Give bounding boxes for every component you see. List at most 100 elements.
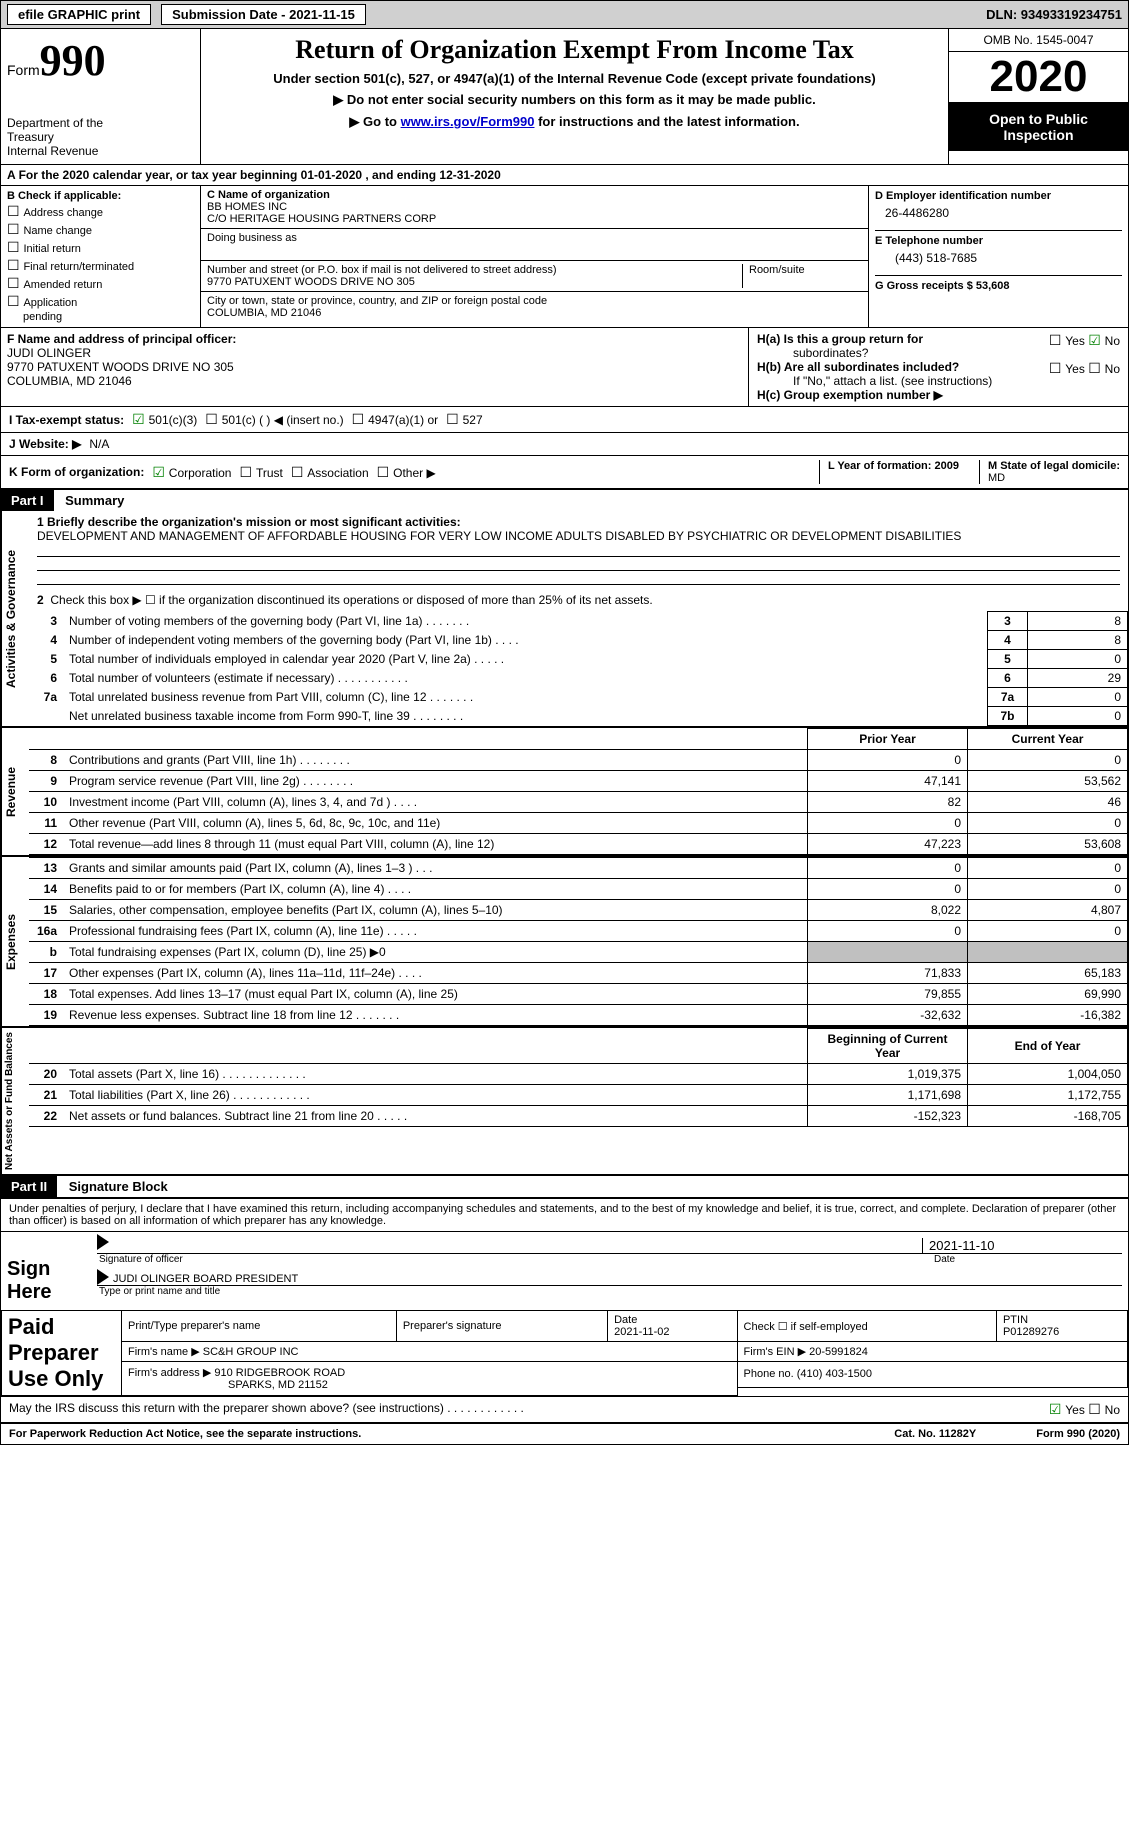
row-num: 19 [29, 1005, 63, 1026]
d-label: D Employer identification number [875, 190, 1122, 202]
prior-val: 0 [808, 813, 968, 834]
row-val: 8 [1028, 612, 1128, 631]
chk-corporation[interactable]: Corporation [152, 464, 231, 481]
chk-trust[interactable]: Trust [239, 464, 282, 481]
chk-other[interactable]: Other ▶ [377, 464, 436, 481]
footer-left: For Paperwork Reduction Act Notice, see … [9, 1428, 361, 1440]
row-text: Revenue less expenses. Subtract line 18 … [63, 1005, 808, 1026]
officer-addr1: 9770 PATUXENT WOODS DRIVE NO 305 [7, 360, 234, 374]
sign-here-label: Sign Here [7, 1238, 87, 1304]
prior-val: 1,019,375 [808, 1064, 968, 1085]
tab-netassets: Net Assets or Fund Balances [1, 1028, 29, 1174]
street-address: 9770 PATUXENT WOODS DRIVE NO 305 [207, 276, 415, 288]
ptin-label: PTIN [1003, 1314, 1028, 1326]
prior-val: 0 [808, 921, 968, 942]
row-text: Total revenue—add lines 8 through 11 (mu… [63, 834, 808, 855]
officer-printed: JUDI OLINGER BOARD PRESIDENT [109, 1273, 1122, 1285]
row-box: 7b [988, 707, 1028, 726]
chk-address-change[interactable]: Address change [7, 203, 194, 220]
chk-final-return[interactable]: Final return/terminated [7, 257, 194, 274]
row-text: Other revenue (Part VIII, column (A), li… [63, 813, 808, 834]
self-employed-check[interactable]: Check ☐ if self-employed [737, 1311, 996, 1342]
row-num: 14 [29, 879, 63, 900]
row-num: 7a [29, 688, 63, 707]
city-state-zip: COLUMBIA, MD 21046 [207, 307, 321, 319]
chk-association[interactable]: Association [291, 464, 369, 481]
hb-no[interactable]: No [1088, 362, 1120, 376]
netassets-table: Beginning of Current Year End of Year20 … [29, 1028, 1128, 1127]
row-num: 16a [29, 921, 63, 942]
row-text: Total expenses. Add lines 13–17 (must eq… [63, 984, 808, 1005]
chk-application-pending[interactable]: Application [7, 293, 194, 310]
preparer-sig-label: Preparer's signature [396, 1311, 607, 1342]
line1-label: 1 Briefly describe the organization's mi… [37, 515, 1120, 529]
declaration-text: Under penalties of perjury, I declare th… [1, 1197, 1128, 1231]
m-label: M State of legal domicile: [988, 460, 1120, 472]
chk-amended-return[interactable]: Amended return [7, 275, 194, 292]
form-note2: ▶ Go to www.irs.gov/Form990 for instruct… [207, 114, 942, 130]
form-subtitle: Under section 501(c), 527, or 4947(a)(1)… [207, 71, 942, 86]
ha-yes[interactable]: Yes [1049, 334, 1085, 348]
section-h: H(a) Is this a group return for Yes No s… [748, 328, 1128, 406]
website-value: N/A [89, 437, 109, 451]
col-header: End of Year [968, 1029, 1128, 1064]
row-val: 0 [1028, 650, 1128, 669]
dept-line1: Department of the [7, 116, 194, 130]
prior-val: 47,223 [808, 834, 968, 855]
prior-val [808, 942, 968, 963]
form-number: 990 [40, 36, 106, 85]
efile-print-button[interactable]: efile GRAPHIC print [7, 4, 151, 25]
expenses-table: 13 Grants and similar amounts paid (Part… [29, 857, 1128, 1026]
prior-val: 82 [808, 792, 968, 813]
prior-val: 8,022 [808, 900, 968, 921]
chk-527[interactable]: 527 [446, 411, 482, 428]
section-f: F Name and address of principal officer:… [1, 328, 748, 406]
row-text: Grants and similar amounts paid (Part IX… [63, 858, 808, 879]
hc-label: H(c) Group exemption number ▶ [757, 388, 1120, 402]
curr-val: 0 [968, 813, 1128, 834]
row-box: 7a [988, 688, 1028, 707]
chk-501c3[interactable]: 501(c)(3) [132, 411, 197, 428]
chk-4947[interactable]: 4947(a)(1) or [352, 411, 438, 428]
l-label: L Year of formation: 2009 [828, 460, 959, 484]
row-text: Benefits paid to or for members (Part IX… [63, 879, 808, 900]
part2-title: Signature Block [61, 1179, 168, 1194]
chk-501c[interactable]: 501(c) ( ) ◀ (insert no.) [205, 411, 343, 428]
tax-year: 2020 [949, 52, 1128, 103]
chk-name-change[interactable]: Name change [7, 221, 194, 238]
discuss-no[interactable]: No [1088, 1403, 1120, 1417]
section-j: J Website: ▶ N/A [1, 432, 1128, 455]
sig-officer-label: Signature of officer [87, 1254, 183, 1265]
officer-addr2: COLUMBIA, MD 21046 [7, 374, 132, 388]
room-suite-label: Room/suite [742, 264, 862, 288]
discuss-yes[interactable]: Yes [1049, 1403, 1085, 1417]
submission-date-button[interactable]: Submission Date - 2021-11-15 [161, 4, 366, 25]
irs-link[interactable]: www.irs.gov/Form990 [401, 114, 535, 129]
row-num: 3 [29, 612, 63, 631]
curr-val: 0 [968, 921, 1128, 942]
row-num: 5 [29, 650, 63, 669]
curr-val: 1,004,050 [968, 1064, 1128, 1085]
preparer-name-label: Print/Type preparer's name [122, 1311, 397, 1342]
row-text: Total unrelated business revenue from Pa… [63, 688, 988, 707]
row-num: 20 [29, 1064, 63, 1085]
ptin-value: P01289276 [1003, 1326, 1059, 1338]
ha-label: H(a) Is this a group return for [757, 332, 923, 346]
curr-val: 4,807 [968, 900, 1128, 921]
footer-form: Form 990 (2020) [1036, 1428, 1120, 1440]
row-text: Contributions and grants (Part VIII, lin… [63, 750, 808, 771]
row-val: 29 [1028, 669, 1128, 688]
year-box: OMB No. 1545-0047 2020 Open to Public In… [948, 29, 1128, 164]
line-a: A For the 2020 calendar year, or tax yea… [1, 164, 1128, 185]
firm-ein: 20-5991824 [809, 1346, 868, 1358]
chk-initial-return[interactable]: Initial return [7, 239, 194, 256]
prior-val: 1,171,698 [808, 1085, 968, 1106]
officer-name: JUDI OLINGER [7, 346, 91, 360]
ha-no[interactable]: No [1088, 334, 1120, 348]
row-text: Net assets or fund balances. Subtract li… [63, 1106, 808, 1127]
prep-date-label: Date [614, 1314, 637, 1326]
curr-val: 53,608 [968, 834, 1128, 855]
sig-date-label: Date [922, 1254, 1122, 1265]
hb-yes[interactable]: Yes [1049, 362, 1085, 376]
preparer-table: Paid Preparer Use Only Print/Type prepar… [1, 1310, 1128, 1396]
